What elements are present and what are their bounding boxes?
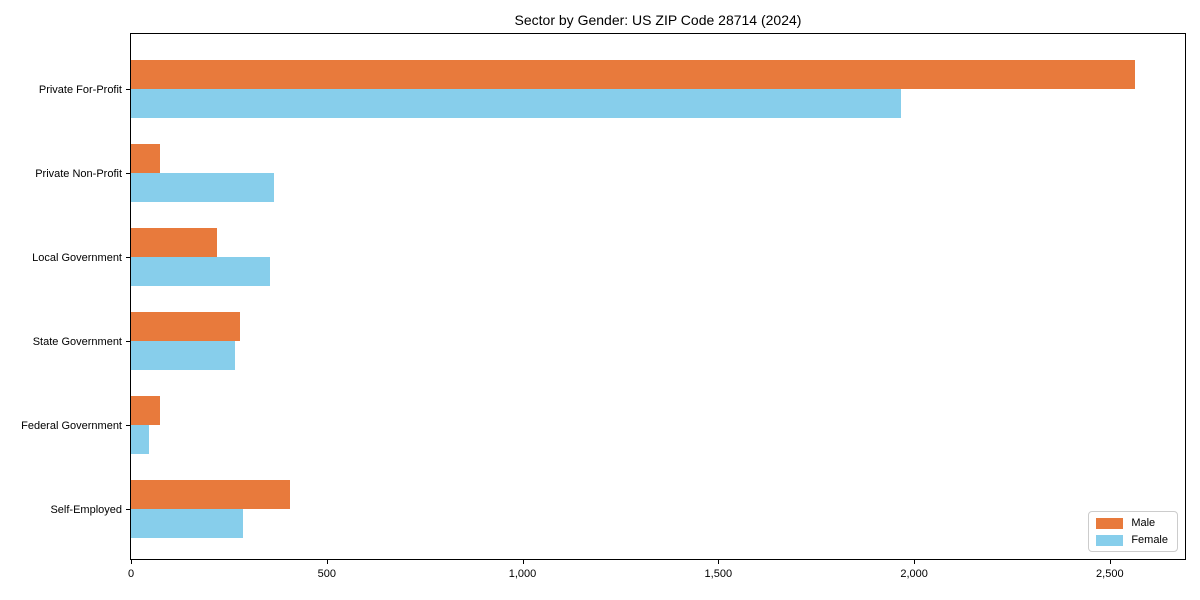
bar-female-local-government	[131, 257, 270, 286]
xtick-mark-2,500	[1109, 560, 1111, 564]
bar-female-self-employed	[131, 509, 243, 538]
legend-label-male: Male	[1131, 517, 1156, 529]
ytick-label-private-non-profit: Private Non-Profit	[35, 168, 122, 180]
ytick-label-state-government: State Government	[32, 336, 122, 348]
bar-female-private-for-profit	[131, 89, 901, 118]
legend-swatch-female-icon	[1096, 534, 1124, 546]
xtick-label-1,000: 1,000	[508, 568, 537, 580]
legend-item-female: Female	[1096, 534, 1168, 546]
ytick-mark-private-non-profit	[126, 173, 130, 174]
xtick-label-2,000: 2,000	[900, 568, 928, 580]
bars-layer: Private For-Profit Private Non-Profit Loca…	[21, 34, 1185, 580]
bar-male-self-employed	[131, 480, 291, 509]
bar-female-federal-government	[131, 425, 149, 454]
ytick-mark-local-government	[126, 257, 130, 258]
xtick-mark-2,000	[914, 560, 916, 564]
ytick-mark-federal-government	[126, 425, 130, 426]
xtick-label-2,500: 2,500	[1096, 568, 1124, 580]
xtick-label-1,500: 1,500	[704, 568, 733, 580]
xtick-mark-1,000	[522, 560, 524, 564]
plot-area: Private For-Profit Private Non-Profit Loca…	[21, 33, 1186, 580]
bar-male-local-government	[131, 228, 218, 257]
ytick-label-private-for-profit: Private For-Profit	[38, 84, 122, 96]
bar-male-private-for-profit	[131, 60, 1136, 89]
legend-item-male: Male	[1096, 517, 1168, 529]
xtick-mark-1,500	[718, 560, 720, 564]
chart-title: Sector by Gender: US ZIP Code 28714 (202…	[514, 12, 802, 28]
legend-label-female: Female	[1131, 534, 1168, 546]
xtick-label-0: 0	[127, 568, 135, 580]
ytick-label-federal-government: Federal Government	[21, 420, 122, 432]
bar-male-federal-government	[131, 396, 160, 425]
bar-male-state-government	[131, 312, 240, 341]
ytick-mark-private-for-profit	[126, 89, 130, 90]
xtick-mark-0	[131, 560, 132, 564]
bar-male-private-non-profit	[131, 144, 161, 173]
legend: Male Female	[1088, 511, 1178, 552]
legend-swatch-male-icon	[1096, 517, 1124, 529]
ytick-label-local-government: Local Government	[32, 252, 122, 264]
ytick-mark-self-employed	[126, 509, 130, 510]
bar-female-private-non-profit	[131, 173, 274, 202]
ytick-mark-state-government	[126, 341, 130, 342]
xtick-label-500: 500	[317, 568, 336, 580]
ytick-label-self-employed: Self-Employed	[50, 504, 122, 516]
bar-female-state-government	[131, 341, 236, 370]
xtick-mark-500	[326, 560, 328, 564]
